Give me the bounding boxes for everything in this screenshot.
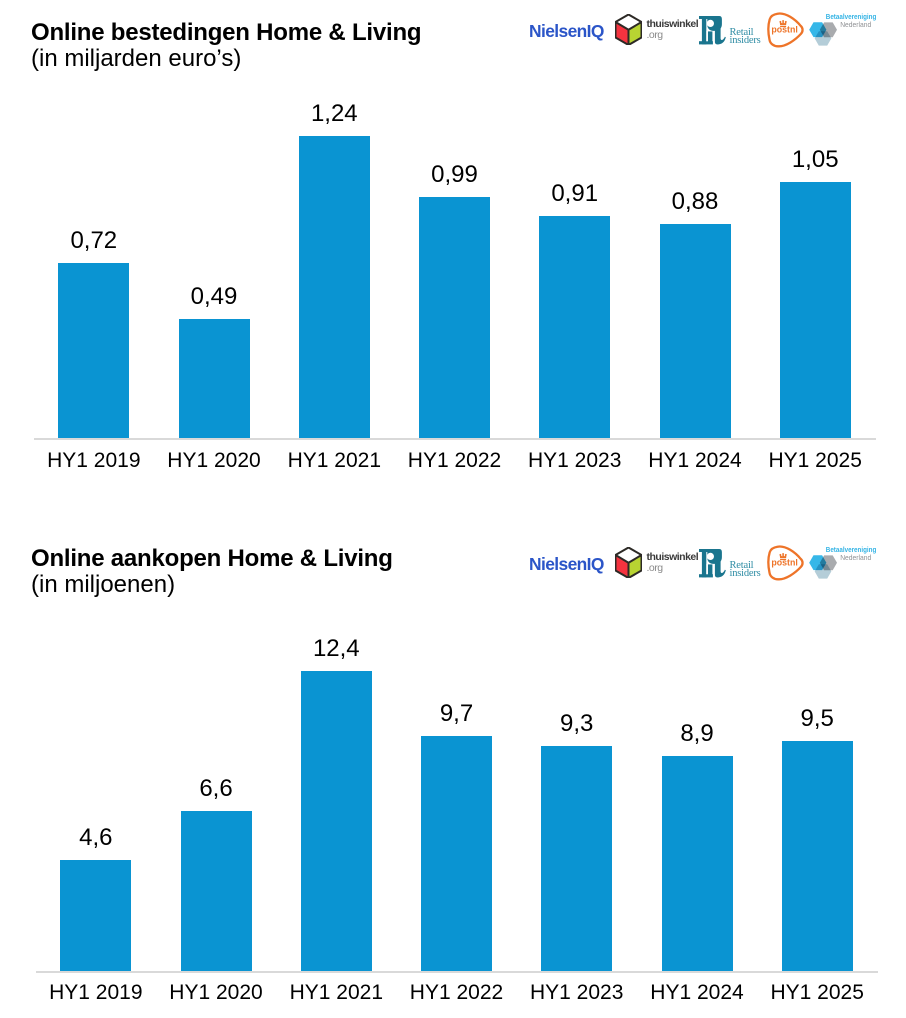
svg-text:Betaalvereniging: Betaalvereniging — [826, 545, 877, 554]
svg-text:postnl: postnl — [771, 24, 798, 35]
svg-text:Betaalvereniging: Betaalvereniging — [826, 12, 877, 21]
svg-text:Nederland: Nederland — [840, 553, 871, 562]
svg-text:postnl: postnl — [771, 557, 798, 568]
svg-text:Nederland: Nederland — [840, 20, 871, 29]
